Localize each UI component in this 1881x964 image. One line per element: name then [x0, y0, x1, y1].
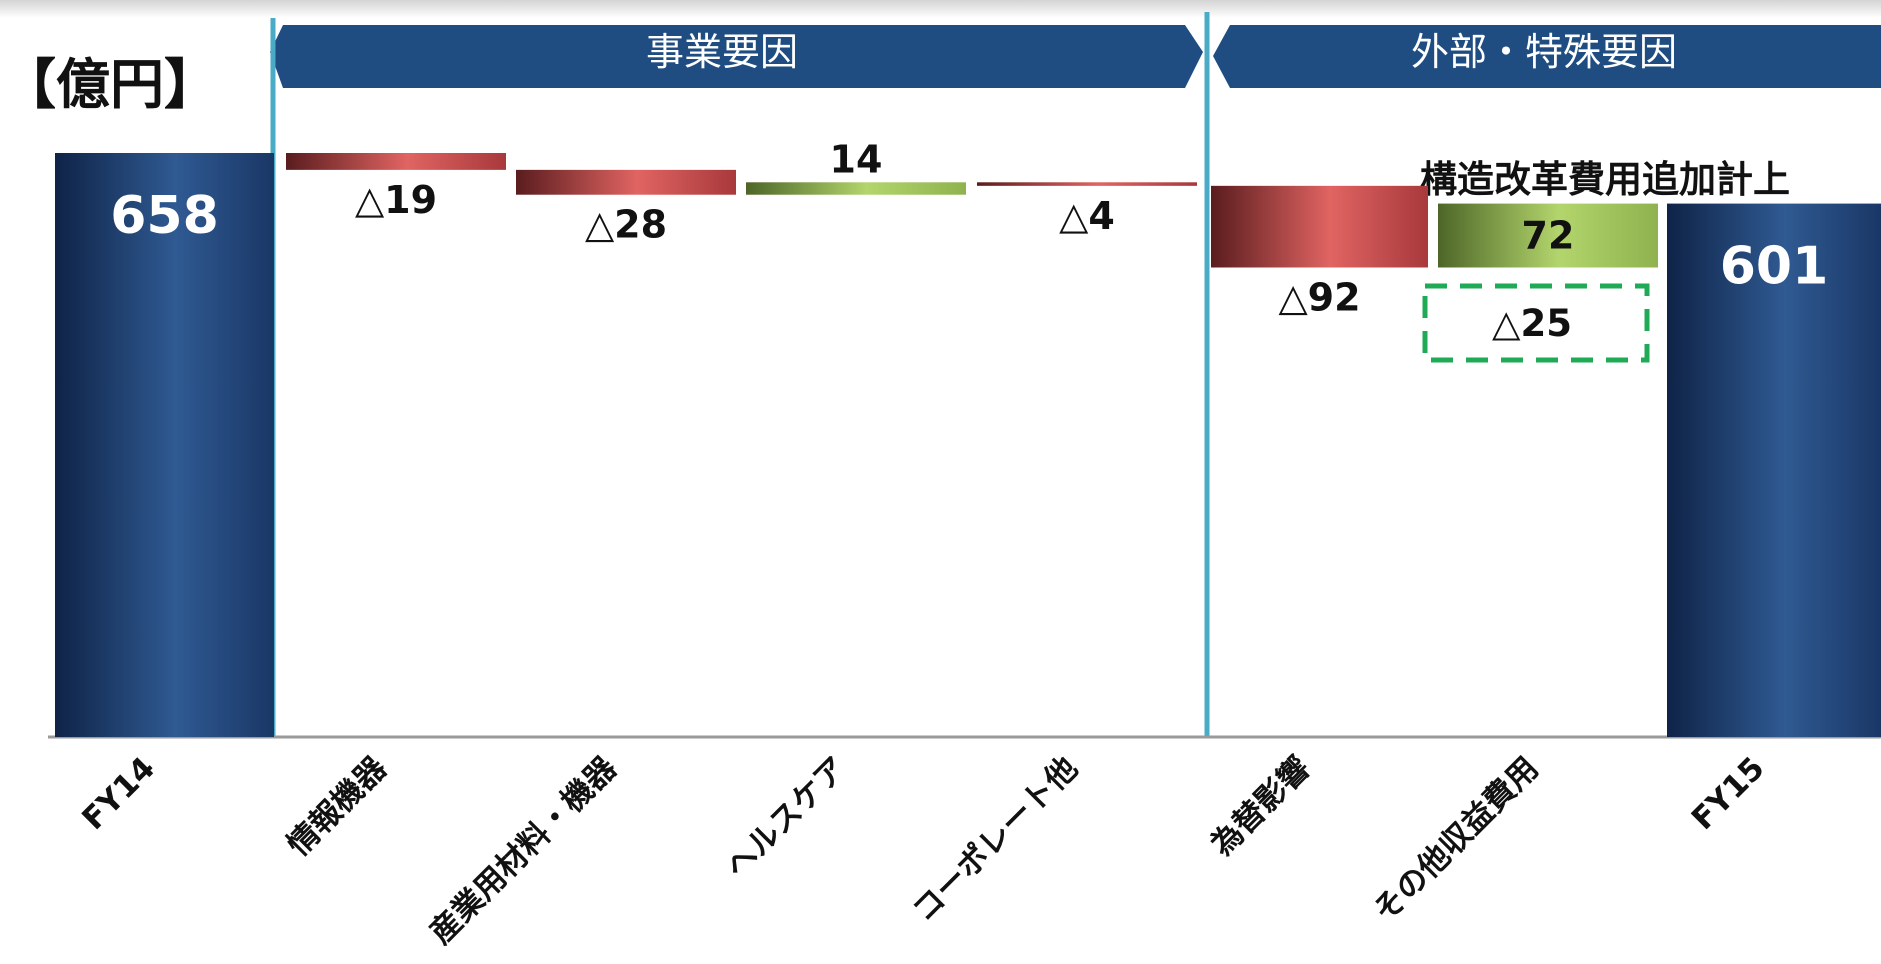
bar-0 [55, 153, 274, 737]
business-factors-band [270, 25, 1203, 88]
restructuring-annotation: 構造改革費用追加計上 [1420, 158, 1790, 201]
bar-2 [516, 169, 736, 195]
bar-7 [1667, 203, 1881, 737]
category-label-5: 為替影響 [1204, 750, 1317, 863]
external-factors-band [1213, 25, 1881, 88]
unit-label: 【億円】 [2, 53, 218, 116]
external-factors-label: 外部・特殊要因 [1411, 30, 1677, 74]
extra-cost-dashed-box [1422, 283, 1650, 363]
value-label-3: 14 [830, 137, 883, 181]
category-label-3: ヘルスケア [719, 750, 854, 885]
category-label-4: コーポレート他 [906, 750, 1085, 929]
bar-5 [1211, 185, 1428, 268]
value-label-2: △28 [585, 203, 667, 247]
category-labels-layer: FY14 情報機器 産業用材料・機器 ヘルスケア コーポレート他 為替影響 その他収益費用 F… [75, 749, 1771, 951]
value-label-0: 658 [110, 186, 219, 246]
value-label-7: 601 [1720, 237, 1829, 297]
value-labels-layer: 658 △19 △28 14 △4 △92 72 601 [110, 137, 1828, 319]
category-label-1: 情報機器 [281, 749, 395, 863]
value-label-5: △92 [1278, 275, 1360, 319]
value-label-1: △19 [355, 178, 437, 222]
extra-cost-label: △25 [1492, 302, 1572, 345]
bar-6 [1438, 203, 1658, 268]
bar-4 [977, 182, 1197, 186]
bars-layer [55, 153, 1881, 737]
value-label-6: 72 [1522, 214, 1575, 258]
top-band [0, 0, 1881, 18]
business-factors-label: 事業要因 [646, 30, 798, 74]
bar-1 [286, 153, 506, 170]
bar-3 [746, 182, 966, 195]
category-label-7: FY15 [1685, 750, 1772, 837]
category-label-2: 産業用材料・機器 [423, 749, 625, 951]
value-label-4: △4 [1059, 194, 1115, 238]
category-label-6: その他収益費用 [1367, 750, 1546, 929]
category-label-0: FY14 [75, 750, 162, 837]
